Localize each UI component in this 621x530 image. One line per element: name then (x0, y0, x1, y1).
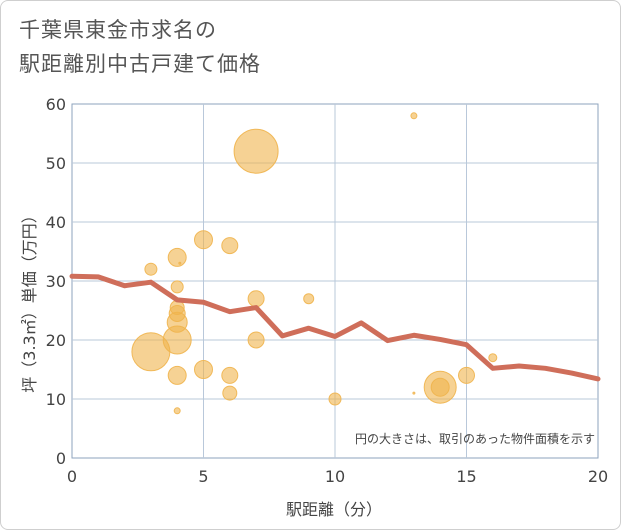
average-price-line (69, 273, 601, 382)
data-bubble (167, 365, 187, 385)
x-tick-label: 0 (67, 467, 77, 486)
data-bubble (194, 230, 213, 250)
data-bubble (247, 290, 265, 308)
y-tick-label: 10 (46, 390, 66, 409)
chart-title-line2: 駅距離別中古戸建て価格 (19, 52, 261, 76)
x-tick-label: 5 (198, 467, 208, 486)
data-bubble (233, 128, 279, 174)
data-bubble (178, 261, 182, 265)
bubble-size-note: 円の大きさは、取引のあった物件面積を示す (355, 431, 595, 446)
data-bubble (170, 280, 184, 294)
x-tick-label: 10 (325, 467, 345, 486)
data-bubble (221, 237, 239, 255)
chart-title: 千葉県東金市求名の 駅距離別中古戸建て価格 (19, 13, 261, 81)
x-tick-label: 20 (588, 467, 608, 486)
data-bubble (412, 391, 416, 395)
y-tick-label: 60 (46, 95, 66, 114)
data-bubble (303, 293, 315, 305)
x-axis-label: 駅距離（分） (286, 500, 382, 519)
data-bubble (247, 331, 265, 349)
data-bubble (173, 407, 181, 415)
y-tick-label: 50 (46, 154, 66, 173)
data-bubble (458, 366, 475, 384)
y-tick-label: 40 (46, 213, 66, 232)
y-tick-label: 0 (56, 449, 66, 468)
y-tick-label: 30 (46, 272, 66, 291)
data-bubble (488, 353, 498, 363)
chart-title-line1: 千葉県東金市求名の (19, 18, 217, 42)
data-bubble (167, 247, 187, 267)
x-tick-label: 15 (456, 467, 476, 486)
y-axis-label: 坪（3.3㎡）単価（万円） (20, 207, 39, 392)
data-bubble (144, 262, 158, 276)
data-bubble (410, 112, 418, 120)
data-bubble (222, 385, 238, 401)
data-bubble (194, 360, 213, 379)
data-bubble (221, 366, 239, 384)
data-bubble (328, 392, 342, 406)
data-bubble (430, 377, 450, 397)
data-bubble (162, 325, 192, 355)
y-tick-label: 20 (46, 331, 66, 350)
